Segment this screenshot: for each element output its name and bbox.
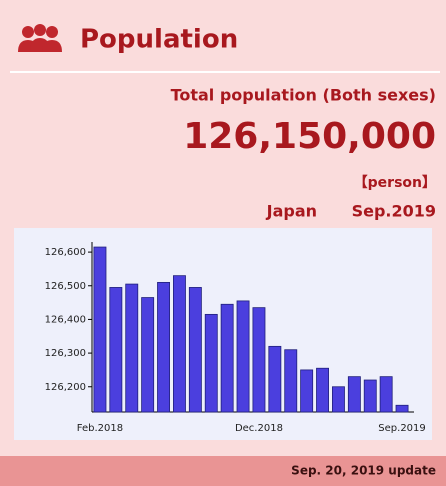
bar xyxy=(109,287,123,413)
bar xyxy=(93,246,107,413)
update-date: Sep. 20, 2019 update xyxy=(291,464,436,478)
bar xyxy=(268,345,282,413)
stat-value: 126,150,000 xyxy=(183,116,436,157)
stat-period: Sep.2019 xyxy=(352,202,436,221)
y-tick-label: 126,300 xyxy=(45,348,86,359)
y-tick-label: 126,400 xyxy=(45,314,86,325)
x-tick-label: Sep.2019 xyxy=(378,423,425,434)
bar xyxy=(204,313,218,413)
bar xyxy=(363,379,377,413)
stat-label: Total population (Both sexes) xyxy=(171,86,436,105)
chart: 126,200 126,300 126,400 126,500 126,600 Feb.2… xyxy=(45,242,426,434)
bar xyxy=(188,287,202,413)
title: Population xyxy=(80,25,238,55)
stat-unit: 【person】 xyxy=(354,175,436,191)
bar xyxy=(141,297,155,413)
bar xyxy=(379,376,393,413)
bar xyxy=(347,376,361,413)
bar xyxy=(300,369,314,413)
x-tick-label: Feb.2018 xyxy=(77,423,123,434)
bar xyxy=(220,303,234,413)
footer-bar xyxy=(0,456,446,486)
people-icon xyxy=(18,24,62,52)
bar xyxy=(173,275,186,413)
bar xyxy=(284,349,298,413)
bar xyxy=(395,404,409,413)
bar xyxy=(157,281,170,413)
x-tick-label: Dec.2018 xyxy=(235,423,283,434)
bar xyxy=(252,307,266,413)
y-tick-label: 126,600 xyxy=(45,247,86,258)
y-tick-label: 126,500 xyxy=(45,281,86,292)
stat-region: Japan xyxy=(266,202,317,221)
bar xyxy=(332,386,345,413)
bar xyxy=(125,283,139,413)
bar xyxy=(316,367,329,413)
bar xyxy=(236,300,250,413)
y-tick-label: 126,200 xyxy=(45,382,86,393)
